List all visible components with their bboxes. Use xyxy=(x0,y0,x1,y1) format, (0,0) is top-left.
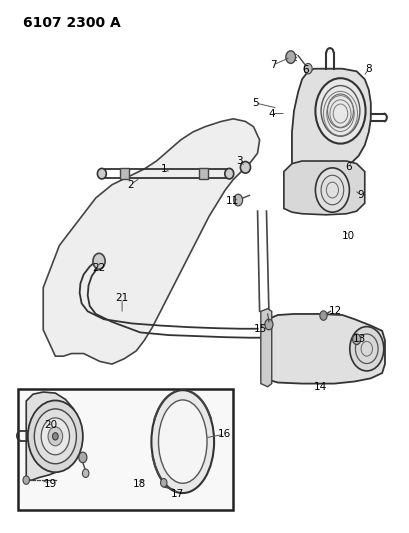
Circle shape xyxy=(315,168,348,212)
Text: 12: 12 xyxy=(328,306,341,316)
Text: 7: 7 xyxy=(269,60,276,70)
Circle shape xyxy=(28,400,83,472)
Circle shape xyxy=(41,418,70,455)
Bar xyxy=(198,168,207,179)
Circle shape xyxy=(352,334,360,344)
Ellipse shape xyxy=(240,161,250,173)
Text: 3: 3 xyxy=(236,156,242,166)
Text: 15: 15 xyxy=(254,324,267,334)
Circle shape xyxy=(79,452,87,463)
Text: 18: 18 xyxy=(133,479,146,489)
Circle shape xyxy=(349,327,383,371)
Text: 16: 16 xyxy=(217,429,231,439)
Text: 22: 22 xyxy=(92,263,106,272)
Text: 14: 14 xyxy=(313,382,326,392)
Circle shape xyxy=(48,427,63,446)
Polygon shape xyxy=(283,161,364,215)
Polygon shape xyxy=(43,119,259,364)
Circle shape xyxy=(233,194,242,206)
Ellipse shape xyxy=(224,168,233,179)
Text: 13: 13 xyxy=(352,334,365,344)
Text: 6: 6 xyxy=(344,163,351,172)
Polygon shape xyxy=(291,69,370,172)
Circle shape xyxy=(315,78,365,143)
Ellipse shape xyxy=(97,168,106,179)
Text: 1: 1 xyxy=(161,164,167,174)
Circle shape xyxy=(160,479,166,487)
Polygon shape xyxy=(261,314,384,384)
Circle shape xyxy=(264,319,272,330)
Text: 20: 20 xyxy=(44,419,57,430)
Ellipse shape xyxy=(158,400,207,483)
Text: 21: 21 xyxy=(115,293,128,303)
Text: 6: 6 xyxy=(301,65,308,75)
Circle shape xyxy=(319,311,326,320)
Circle shape xyxy=(34,409,76,464)
Text: 19: 19 xyxy=(44,479,57,489)
Text: 9: 9 xyxy=(357,190,363,200)
Text: 8: 8 xyxy=(364,64,371,74)
Text: 10: 10 xyxy=(341,231,354,241)
FancyBboxPatch shape xyxy=(18,389,232,510)
Ellipse shape xyxy=(151,390,213,493)
Circle shape xyxy=(93,253,105,269)
Circle shape xyxy=(285,51,295,63)
Text: 5: 5 xyxy=(252,98,258,108)
Circle shape xyxy=(52,433,58,440)
Text: 11: 11 xyxy=(225,196,238,206)
Circle shape xyxy=(82,469,89,478)
Circle shape xyxy=(23,476,29,484)
Text: 17: 17 xyxy=(171,489,184,499)
Text: 4: 4 xyxy=(268,109,274,118)
Text: 2: 2 xyxy=(126,180,133,190)
Polygon shape xyxy=(26,392,79,480)
Text: 6107 2300 A: 6107 2300 A xyxy=(23,16,121,30)
Circle shape xyxy=(303,63,311,74)
Bar xyxy=(120,168,129,179)
Polygon shape xyxy=(260,309,271,387)
